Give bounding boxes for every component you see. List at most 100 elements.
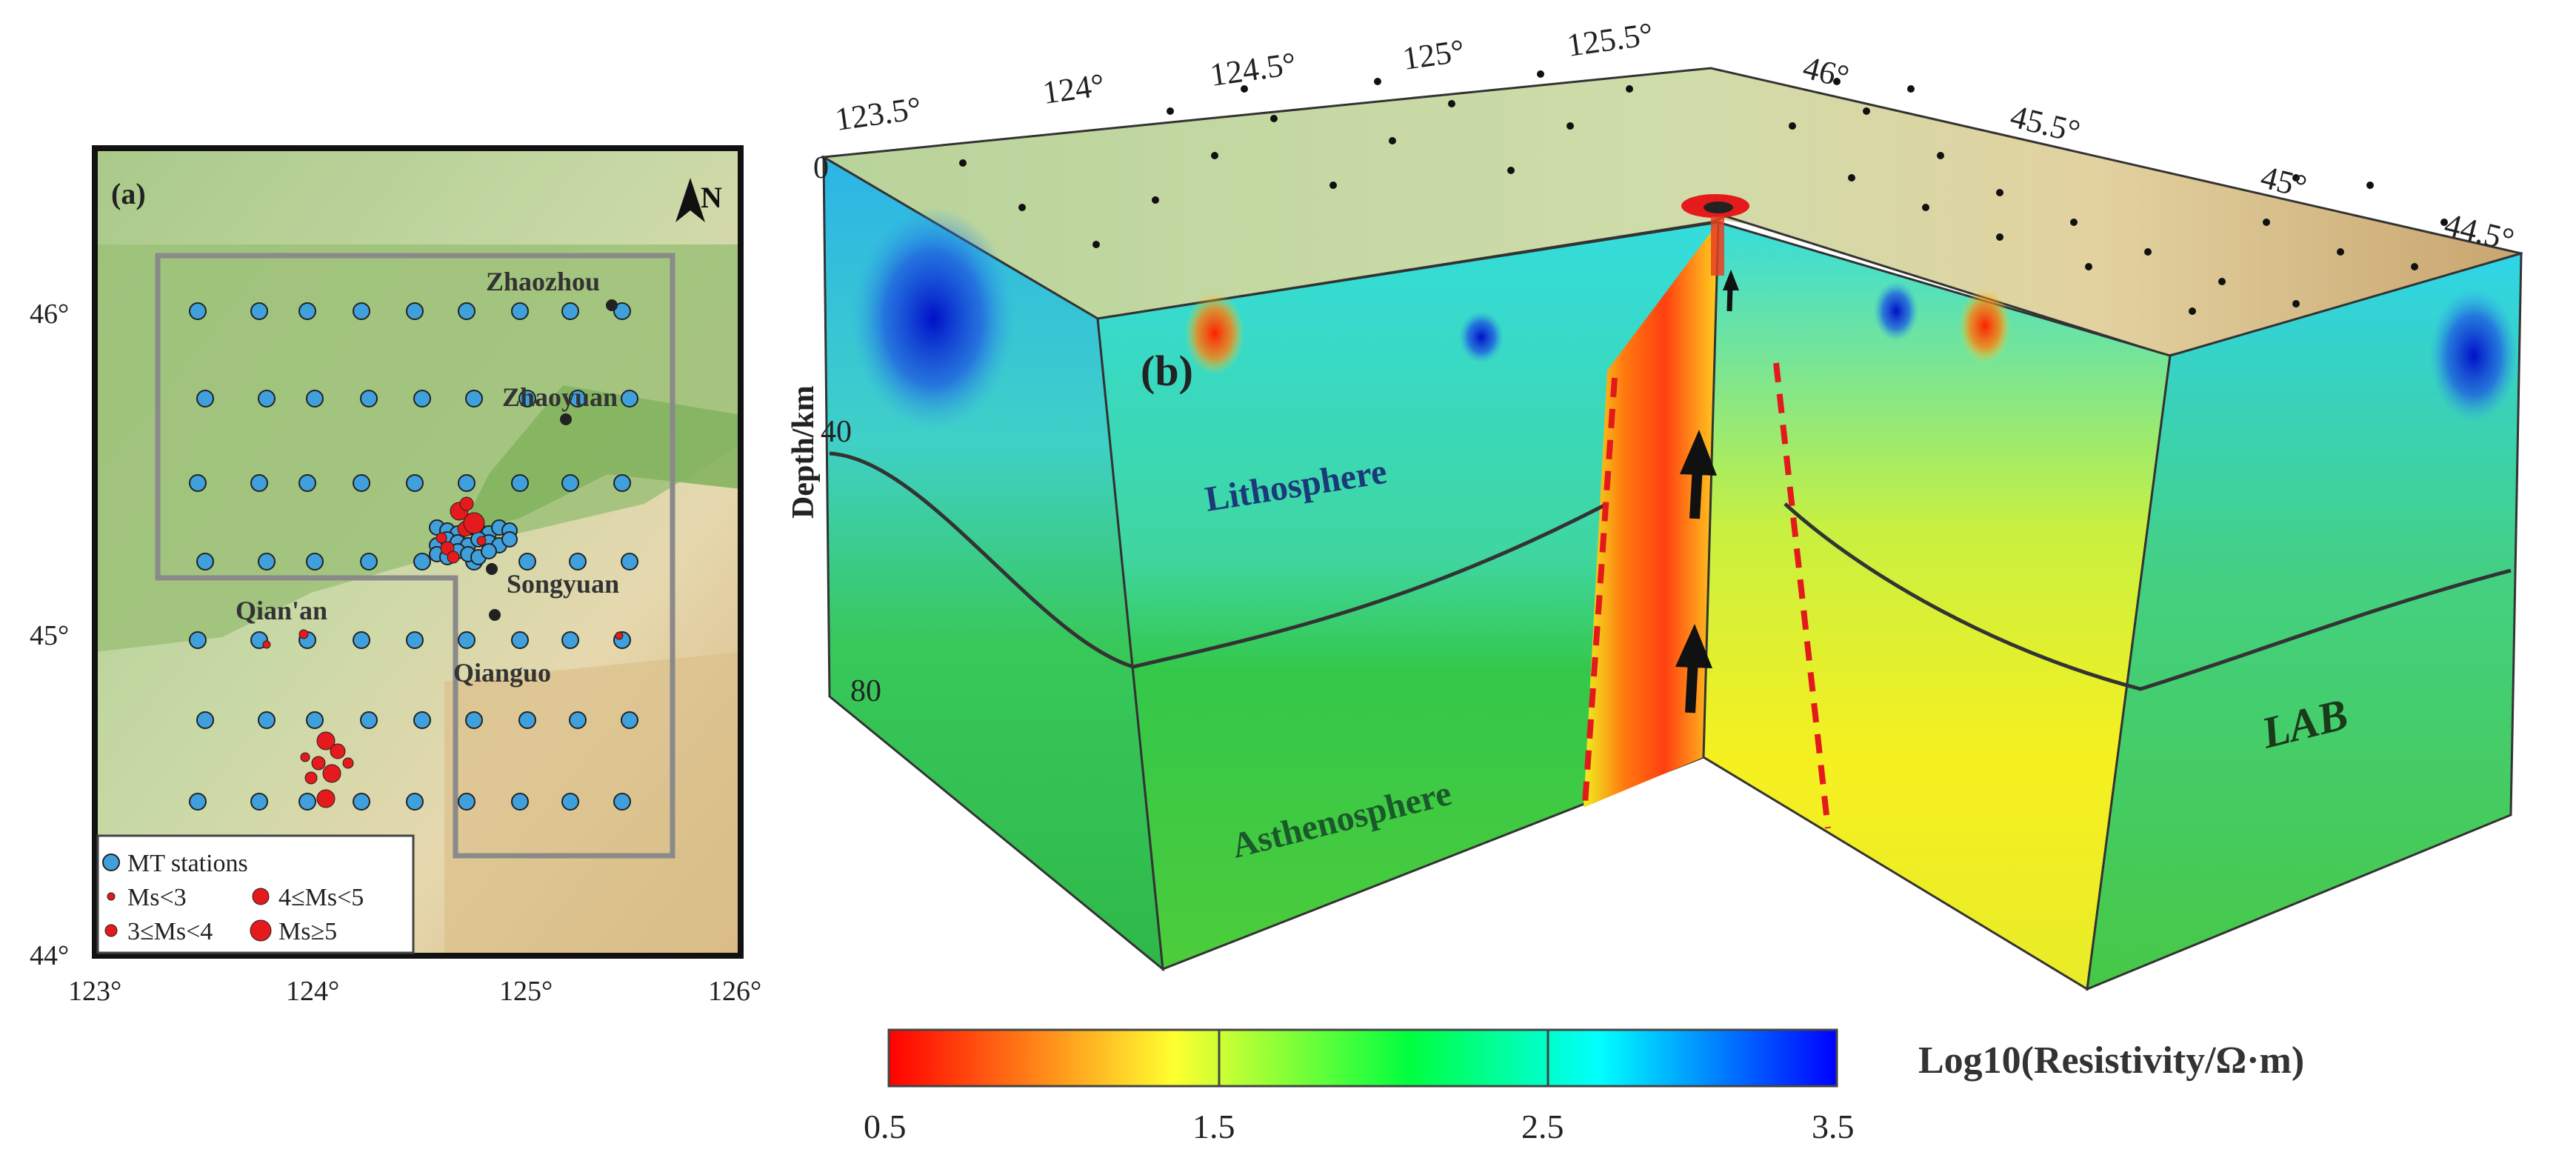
station-marker (413, 711, 431, 729)
station-marker (518, 711, 536, 729)
front-shallow-anomaly (1185, 293, 1244, 374)
colorbar: 0.5 1.5 2.5 3.5 Log10(Resistivity/Ω·m) (864, 1028, 2304, 1145)
front-resistor (1459, 311, 1504, 363)
station-marker (196, 711, 214, 729)
station-marker (481, 543, 497, 559)
station-marker (518, 390, 536, 407)
legend-ms3: 4≤Ms<5 (278, 884, 364, 911)
place-zhaozhou: Zhaozhou (486, 267, 600, 296)
panel-a-map: Zhaozhou Zhaoyuan Songyuan Qian'an Qiang… (30, 145, 761, 1007)
earthquakes (262, 496, 624, 808)
station-marker (353, 474, 370, 492)
station-marker (250, 474, 268, 492)
surface-station-dot (2366, 182, 2374, 189)
north-arrow-icon: N (675, 178, 722, 222)
surface-station-dot (1848, 174, 1855, 182)
surface-station-dot (2144, 248, 2152, 256)
quake-marker (316, 731, 336, 751)
surface-station-dot (2085, 263, 2092, 270)
surface-station-dot (1626, 85, 1633, 93)
lon-tick-123-5: 123.5° (833, 90, 924, 138)
surface-station-dot (1907, 85, 1915, 93)
quake-marker (311, 756, 326, 771)
quake-marker (300, 752, 310, 762)
surface-quake-cluster (1681, 194, 1749, 276)
surface-station-dot (2411, 263, 2418, 270)
lon-tick-125: 125° (499, 976, 553, 1007)
quake-marker (298, 629, 309, 639)
quake-marker (262, 640, 271, 649)
depth-tick-0: 0 (813, 151, 829, 185)
lon-tick-124-5: 124.5° (1208, 45, 1298, 93)
colorbar-title: Log10(Resistivity/Ω·m) (1918, 1039, 2304, 1082)
station-marker (250, 302, 268, 320)
legend-ms4: Ms≥5 (278, 918, 337, 945)
station-marker (189, 302, 207, 320)
station-marker (360, 711, 378, 729)
station-marker (189, 793, 207, 811)
city-zhaoyuan-marker (560, 413, 572, 425)
city-zhaozhou-marker (606, 299, 618, 311)
station-marker (458, 631, 476, 649)
station-marker (298, 474, 316, 492)
surface-station-dot (1374, 78, 1381, 85)
surface-station-dot (1018, 204, 1026, 211)
colorbar-tick-2: 2.5 (1521, 1108, 1564, 1145)
station-marker (406, 474, 424, 492)
lon-tick-124: 124° (286, 976, 339, 1007)
station-marker (353, 631, 370, 649)
station-marker (406, 631, 424, 649)
colorbar-tick-1: 1.5 (1192, 1108, 1235, 1145)
far-face (2086, 251, 2523, 991)
surface-station-dot (1211, 152, 1218, 159)
upwelling-arrow-icon (1675, 270, 1739, 713)
surface-station-dot (1996, 233, 2003, 241)
legend-ms2: 3≤Ms<4 (127, 918, 213, 945)
quake-marker (459, 496, 474, 511)
station-marker (621, 553, 638, 570)
station-marker (613, 302, 631, 320)
lowland-area (95, 244, 741, 652)
station-marker (258, 553, 276, 570)
lab-line-left (829, 451, 1609, 669)
far-resistor (2429, 289, 2518, 422)
station-marker (406, 302, 424, 320)
surface-station-dot (1863, 107, 1870, 115)
panel-b-block: (b) Lithosphere Asthenosphere LAB 0 40 8… (787, 16, 2523, 991)
quake-marker (330, 743, 346, 759)
surface-station-dot (1092, 241, 1100, 248)
surface-station-dot (2337, 248, 2344, 256)
station-marker (189, 474, 207, 492)
lon-tick-126: 126° (708, 976, 761, 1007)
station-marker (298, 793, 316, 811)
station-marker (258, 390, 276, 407)
quake-marker (304, 771, 318, 785)
surface-station-dot (2440, 219, 2448, 226)
surface-station-dot (1241, 85, 1248, 93)
station-marker (465, 390, 483, 407)
colorbar-gradient (887, 1028, 1838, 1088)
surface-station-dot (959, 159, 967, 167)
left-conductor-low (852, 207, 1015, 430)
panel-b-label: (b) (1141, 347, 1193, 395)
colorbar-tick-0: 0.5 (864, 1108, 907, 1145)
station-marker (511, 474, 529, 492)
station-marker (613, 474, 631, 492)
legend-ms4-icon (250, 919, 272, 942)
quake-marker (342, 757, 354, 769)
right-resistor (1874, 282, 1918, 341)
surface-station-dot (2263, 219, 2270, 226)
city-qianguo-marker (489, 609, 501, 621)
uplands (444, 652, 741, 956)
surface-station-dot (2292, 300, 2300, 307)
surface-station-dot (1448, 100, 1455, 107)
station-marker (189, 631, 207, 649)
surface-station-dot (1270, 115, 1278, 122)
right-face (1702, 221, 2172, 991)
surface-station-dot (1329, 182, 1337, 189)
station-marker (250, 793, 268, 811)
surface-station-dot (2070, 219, 2078, 226)
station-marker (360, 390, 378, 407)
lon-tick-124: 124° (1041, 67, 1107, 111)
